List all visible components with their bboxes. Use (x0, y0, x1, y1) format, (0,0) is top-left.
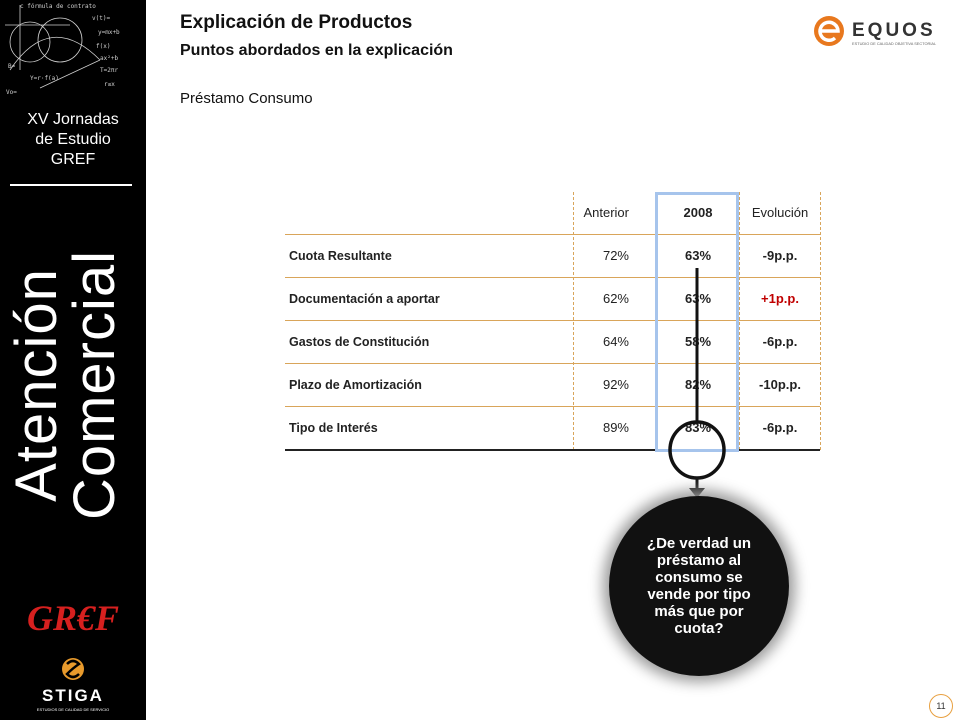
svg-text:v(t)=: v(t)= (92, 15, 110, 22)
value-anterior: 64% (602, 334, 629, 349)
sidebar: c fórmula de contrato v(t)= y=mx+b f(x) … (0, 0, 146, 720)
chalkboard-formulas-image: c fórmula de contrato v(t)= y=mx+b f(x) … (5, 3, 120, 96)
svg-text:T=2πr: T=2πr (100, 67, 118, 74)
equos-logo-tagline: ESTUDIO DE CALIDAD OBJETIVA SECTORIAL (852, 41, 937, 46)
row-label: Cuota Resultante (289, 249, 392, 263)
svg-text:B=: B= (8, 63, 16, 70)
event-line: GREF (50, 151, 96, 168)
value-anterior: 72% (602, 248, 629, 263)
svg-text:Vo=: Vo= (6, 89, 17, 96)
vertical-title-line: Comercial (62, 249, 127, 521)
row-label: Tipo de Interés (289, 421, 378, 435)
stiga-tagline: ESTUDIOS DE CALIDAD DE SERVICIO (37, 707, 109, 712)
callout-bubble: ¿De verdad un préstamo al consumo se ven… (609, 496, 789, 676)
gref-logo-text: GR€F (27, 598, 119, 638)
page-subtitle: Puntos abordados en la explicación (180, 42, 453, 59)
sidebar-divider (10, 184, 132, 186)
equos-logo-text: EQUOS (852, 20, 936, 41)
column-divider (820, 192, 821, 450)
event-line: de Estudio (35, 131, 111, 148)
table-row: Plazo de Amortización 92% 82% -10p.p. (285, 364, 820, 407)
table-row: Tipo de Interés 89% 83% -6p.p. (285, 407, 820, 451)
value-anterior: 89% (602, 420, 629, 435)
equos-logo: EQUOS ESTUDIO DE CALIDAD OBJETIVA SECTOR… (814, 16, 937, 46)
column-divider (739, 192, 740, 450)
table-header-row: Anterior 2008 Evolución (285, 192, 820, 235)
column-header-2008: 2008 (683, 205, 713, 220)
value-anterior: 62% (602, 291, 629, 306)
stiga-logo-text: STIGA (42, 686, 104, 705)
svg-text:Y=r·f(a): Y=r·f(a) (30, 75, 59, 82)
page-number: 11 (929, 694, 953, 718)
value-evolucion: -6p.p. (762, 420, 798, 435)
value-evolucion: -9p.p. (762, 248, 798, 263)
highlight-2008-column (655, 192, 739, 452)
row-label: Gastos de Constitución (289, 335, 430, 349)
svg-text:y=mx+b: y=mx+b (98, 29, 120, 36)
row-label: Documentación a aportar (289, 292, 440, 306)
table-row: Documentación a aportar 62% 63% +1p.p. (285, 278, 820, 321)
vertical-title: Atención Comercial (4, 220, 138, 550)
vertical-title-line: Atención (4, 268, 69, 502)
row-label: Plazo de Amortización (289, 378, 422, 392)
value-evolucion: -10p.p. (759, 377, 801, 392)
column-header-anterior: Anterior (583, 205, 629, 220)
section-label: Préstamo Consumo (180, 90, 313, 107)
svg-text:ax²+b: ax²+b (100, 55, 118, 62)
svg-text:f(x): f(x) (96, 43, 110, 50)
gref-logo: GR€F (27, 598, 119, 638)
table-row: Cuota Resultante 72% 63% -9p.p. (285, 235, 820, 278)
stiga-logo: STIGA ESTUDIOS DE CALIDAD DE SERVICIO (37, 658, 109, 712)
event-line: XV Jornadas (27, 111, 119, 128)
table-row: Gastos de Constitución 64% 58% -6p.p. (285, 321, 820, 364)
column-header-evolucion: Evolución (751, 205, 809, 220)
page-title: Explicación de Productos (180, 12, 413, 33)
comparison-table: Anterior 2008 Evolución Cuota Resultante… (285, 192, 820, 451)
svg-text:c fórmula de contrato: c fórmula de contrato (20, 3, 96, 10)
column-divider (573, 192, 574, 450)
event-name: XV Jornadas de Estudio GREF (0, 110, 146, 170)
value-anterior: 92% (602, 377, 629, 392)
callout-text: ¿De verdad un préstamo al consumo se ven… (646, 535, 752, 637)
svg-text:r≤x: r≤x (104, 81, 115, 88)
value-2008: 63% (684, 248, 712, 263)
value-evolucion: +1p.p. (761, 291, 799, 306)
value-evolucion: -6p.p. (762, 334, 798, 349)
